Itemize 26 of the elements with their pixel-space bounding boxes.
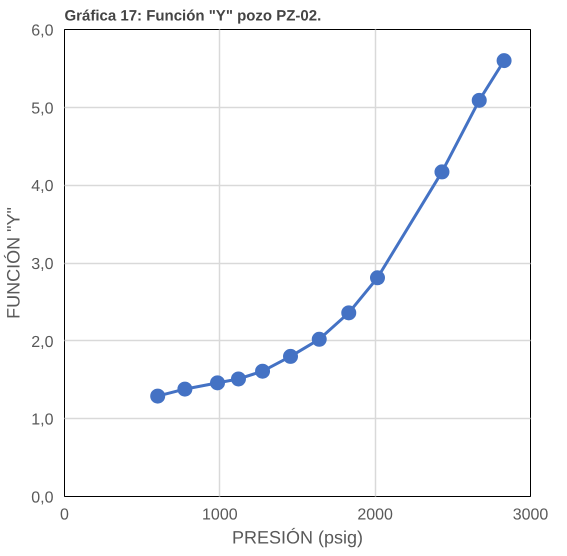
point bbox=[210, 375, 226, 390]
point bbox=[370, 270, 385, 286]
chart-title: Gráfica 17: Función "Y" pozo PZ-02. bbox=[64, 8, 322, 24]
y-tick-label: 2,0 bbox=[31, 334, 54, 351]
y-tick-label: 0,0 bbox=[31, 490, 54, 506]
y-tick-label: 6,0 bbox=[31, 22, 54, 40]
point bbox=[283, 348, 298, 364]
point bbox=[177, 382, 192, 397]
y-tick-label: 5,0 bbox=[31, 100, 54, 118]
point bbox=[150, 388, 166, 404]
x-tick-label: 0 bbox=[60, 506, 70, 524]
point bbox=[434, 164, 450, 180]
x-axis-title: PRESIÓN (psig) bbox=[232, 528, 364, 548]
x-tick-label: 2000 bbox=[357, 506, 394, 524]
point bbox=[341, 305, 356, 320]
point bbox=[312, 332, 327, 347]
point bbox=[255, 364, 270, 379]
x-tick-label: 1000 bbox=[202, 506, 238, 524]
point bbox=[496, 53, 512, 68]
y-tick-label: 4,0 bbox=[31, 178, 54, 196]
point bbox=[230, 371, 246, 386]
y-tick-label: 3,0 bbox=[31, 256, 54, 273]
y-axis-title: FUNCIÓN "Y" bbox=[3, 207, 24, 319]
point bbox=[472, 92, 487, 108]
y-tick-label: 1,0 bbox=[31, 412, 54, 429]
x-tick-label: 3000 bbox=[512, 506, 548, 524]
